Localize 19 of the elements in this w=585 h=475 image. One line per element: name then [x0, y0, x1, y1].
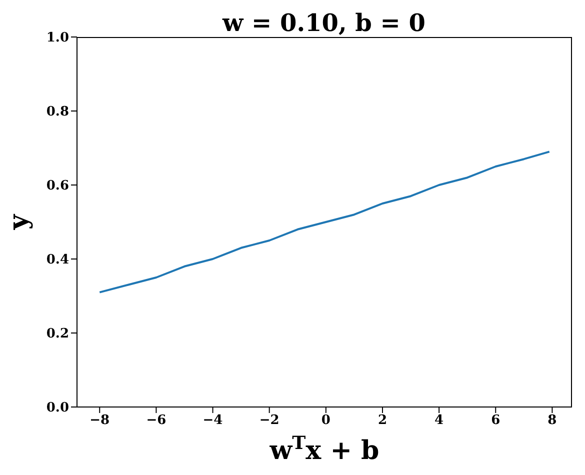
- x-tick-label: 8: [548, 413, 557, 428]
- y-tick-label: 0.4: [46, 252, 69, 268]
- x-tick-label: −8: [90, 413, 110, 428]
- x-tick-label: 4: [434, 413, 444, 428]
- x-tick-label: 0: [321, 413, 330, 428]
- y-tick-label: 0.8: [46, 104, 69, 120]
- x-axis-title: w$^{T}$x + b: [268, 432, 380, 466]
- y-tick-label: 0.2: [46, 326, 69, 342]
- line-series: [98, 150, 550, 294]
- x-tick-label: −6: [146, 413, 166, 428]
- y-tick-label: 1.0: [46, 30, 69, 46]
- x-tick-label: −4: [202, 413, 223, 428]
- chart-title: w = 0.10, b = 0: [222, 8, 426, 37]
- x-tick-label: −2: [259, 413, 280, 428]
- y-axis-title: y: [4, 214, 34, 231]
- x-tick-label: 6: [491, 413, 500, 428]
- x-tick-label: 2: [378, 413, 388, 428]
- y-tick-label: 0.0: [46, 400, 69, 416]
- y-tick-label: 0.6: [46, 178, 69, 194]
